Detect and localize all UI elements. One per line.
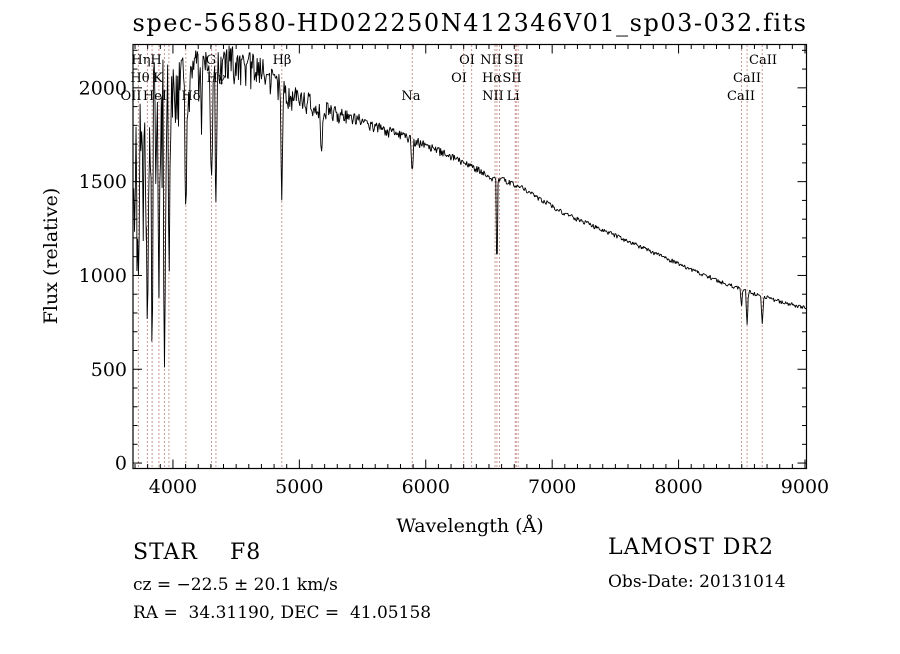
spectral-marker-label: SII bbox=[504, 53, 523, 68]
spectral-marker-label: NII bbox=[482, 89, 504, 104]
spectral-marker-label: Hθ bbox=[130, 71, 149, 86]
plot-frame bbox=[132, 43, 808, 470]
spectrum-line bbox=[133, 45, 807, 368]
spectral-marker-lines bbox=[137, 45, 763, 468]
x-tick-labels: 4000 5000 6000 7000 8000 9000 bbox=[149, 476, 829, 498]
x-tick-label: 4000 bbox=[149, 476, 197, 498]
spectral-marker-label: H bbox=[150, 53, 161, 68]
y-tick-label: 1500 bbox=[79, 171, 127, 193]
survey-label: LAMOST DR2 bbox=[608, 535, 774, 560]
spectral-marker-label: OI bbox=[459, 53, 475, 68]
x-tick-label: 6000 bbox=[402, 476, 450, 498]
spectral-marker-label: NII bbox=[480, 53, 502, 68]
cz-value: cz = −22.5 ± 20.1 km/s bbox=[133, 575, 338, 595]
spectral-marker-label: CaII bbox=[749, 53, 777, 68]
spectral-marker-label: Hδ bbox=[181, 89, 200, 104]
y-tick-label: 1000 bbox=[79, 265, 127, 287]
x-tick-label: 5000 bbox=[275, 476, 323, 498]
plot-title: spec-56580-HD022250N412346V01_sp03-032.f… bbox=[133, 9, 808, 37]
ra-dec-value: RA = 34.31190, DEC = 41.05158 bbox=[133, 603, 431, 623]
spectral-marker-label: K bbox=[153, 71, 163, 86]
spectral-marker-label: CaII bbox=[727, 89, 755, 104]
y-tick-label: 2000 bbox=[79, 77, 127, 99]
y-tick-label: 0 bbox=[115, 453, 127, 475]
spectral-marker-label: Li bbox=[507, 89, 520, 104]
y-tick-labels: 0 500 1000 1500 2000 bbox=[79, 77, 127, 474]
spectral-marker-label: Hα bbox=[482, 71, 502, 86]
x-tick-label: 7000 bbox=[528, 476, 576, 498]
spectral-marker-label: OII bbox=[121, 89, 142, 104]
x-axis-label: Wavelength (Å) bbox=[396, 515, 543, 537]
subclass-label: F8 bbox=[230, 540, 261, 565]
x-tick-label: 9000 bbox=[781, 476, 829, 498]
spectral-marker-label: Hη bbox=[131, 53, 150, 68]
axis-ticks bbox=[133, 44, 807, 469]
spectral-marker-label: SII bbox=[502, 71, 521, 86]
spectral-marker-label: G bbox=[206, 53, 216, 68]
spectral-marker-label: OI bbox=[451, 71, 467, 86]
spectral-marker-label: Hγ bbox=[206, 71, 225, 86]
class-label: STAR bbox=[133, 540, 198, 565]
x-tick-label: 8000 bbox=[654, 476, 702, 498]
spectral-marker-label: Hβ bbox=[273, 53, 292, 68]
y-tick-label: 500 bbox=[91, 359, 127, 381]
obs-date: Obs-Date: 20131014 bbox=[608, 572, 786, 592]
spectral-marker-label: Na bbox=[401, 89, 420, 104]
spectral-marker-label: CaII bbox=[733, 71, 761, 86]
y-axis-label: Flux (relative) bbox=[40, 188, 62, 325]
